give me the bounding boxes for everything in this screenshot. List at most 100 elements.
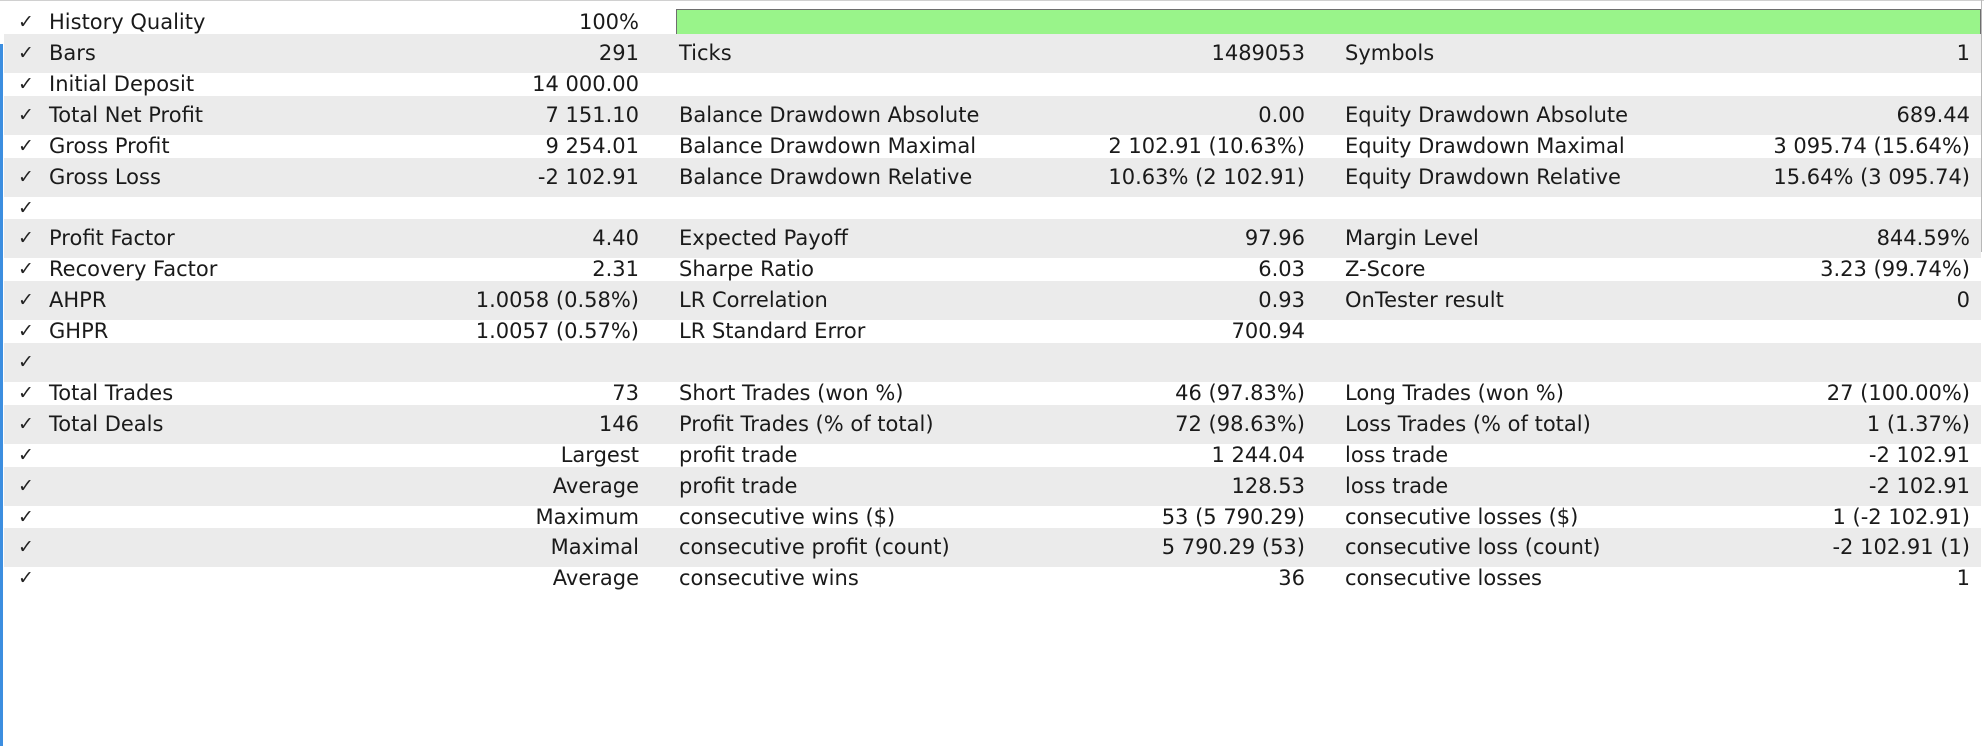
- row-value: 14 000.00: [532, 71, 639, 96]
- row-value: -2 102.91 (1): [1832, 535, 1970, 560]
- row-value: 844.59%: [1876, 226, 1970, 251]
- row-value: 1 244.04: [1211, 442, 1305, 467]
- row-value: 0.00: [1258, 102, 1305, 127]
- row-value: 689.44: [1896, 102, 1970, 127]
- row-value: 1 (-2 102.91): [1832, 504, 1970, 529]
- row-value: 1 (1.37%): [1866, 411, 1970, 436]
- check-icon[interactable]: ✓: [18, 474, 34, 497]
- row-label: LR Standard Error: [679, 319, 866, 344]
- row-value: 1: [1956, 41, 1970, 65]
- check-icon[interactable]: ✓: [18, 42, 34, 64]
- row-label: Symbols: [1345, 41, 1435, 65]
- check-icon[interactable]: ✓: [18, 196, 34, 219]
- row-value: Maximum: [535, 504, 639, 529]
- check-icon[interactable]: ✓: [18, 351, 34, 373]
- row-value: -2 102.91: [537, 164, 639, 189]
- report-row: ✓: [4, 189, 1981, 228]
- row-value: 73: [612, 380, 639, 405]
- row-label: loss trade: [1345, 473, 1449, 498]
- row-value: 9 254.01: [545, 133, 639, 158]
- check-icon[interactable]: ✓: [18, 103, 34, 126]
- row-label: Margin Level: [1345, 226, 1479, 251]
- row-value: Largest: [560, 442, 639, 467]
- row-value: 4.40: [592, 226, 639, 251]
- report-row: ✓ Maximal consecutive profit (count) 5 790.…: [4, 528, 1981, 568]
- row-value: 0.93: [1258, 288, 1305, 313]
- row-value: -2 102.91: [1868, 473, 1970, 498]
- row-value: 700.94: [1231, 319, 1305, 344]
- check-icon[interactable]: ✓: [18, 320, 34, 343]
- check-icon[interactable]: ✓: [18, 258, 34, 281]
- row-value: 3 095.74 (15.64%): [1773, 133, 1970, 158]
- row-value: 1.0058 (0.58%): [475, 288, 639, 313]
- check-icon[interactable]: ✓: [18, 443, 34, 466]
- row-label: Recovery Factor: [49, 257, 218, 282]
- report-row: ✓ Largest profit trade 1 244.04 loss trade -2…: [4, 436, 1981, 475]
- row-value: 0: [1956, 288, 1970, 313]
- check-icon[interactable]: ✓: [18, 134, 34, 157]
- check-icon[interactable]: ✓: [18, 567, 34, 590]
- check-icon[interactable]: ✓: [18, 505, 34, 528]
- row-label: Equity Drawdown Absolute: [1345, 102, 1629, 127]
- row-value: 46 (97.83%): [1175, 380, 1305, 405]
- report-row: ✓ Average profit trade 128.53 loss trade -2 1…: [4, 466, 1981, 506]
- check-icon[interactable]: ✓: [18, 227, 34, 250]
- row-value: Average: [552, 566, 639, 591]
- panel-edge-accent: [0, 44, 3, 746]
- row-value: 5 790.29 (53): [1161, 535, 1305, 560]
- row-label: profit trade: [679, 442, 798, 467]
- report-row: ✓ Recovery Factor 2.31 Sharpe Ratio 6.03 Z-Sc…: [4, 250, 1981, 289]
- check-icon[interactable]: ✓: [18, 11, 34, 33]
- row-value: -2 102.91: [1868, 442, 1970, 467]
- row-label: Profit Factor: [49, 226, 175, 251]
- row-value: 2.31: [592, 257, 639, 282]
- row-value: 7 151.10: [545, 102, 639, 127]
- report-row: ✓: [4, 343, 1981, 382]
- row-label: consecutive loss (count): [1345, 535, 1601, 560]
- row-label: Gross Profit: [49, 133, 170, 158]
- row-label: Ticks: [679, 41, 732, 65]
- row-label: loss trade: [1345, 442, 1449, 467]
- row-value: Maximal: [550, 535, 639, 560]
- row-label: consecutive profit (count): [679, 535, 950, 560]
- top-border: [0, 0, 1984, 1]
- row-value: 72 (98.63%): [1175, 411, 1305, 436]
- report-row: ✓ Bars 291 Ticks 1489053 Symbols 1: [4, 34, 1981, 73]
- row-label: Long Trades (won %): [1345, 380, 1564, 405]
- row-value: 36: [1278, 566, 1305, 591]
- row-label: consecutive losses: [1345, 566, 1542, 591]
- check-icon[interactable]: ✓: [18, 381, 34, 404]
- row-value: 2 102.91 (10.63%): [1108, 133, 1305, 158]
- row-value: 3.23 (99.74%): [1820, 257, 1970, 282]
- history-quality-label: History Quality: [49, 10, 206, 34]
- report-row: ✓ Profit Factor 4.40 Expected Payoff 97.96 Ma…: [4, 219, 1981, 259]
- row-value: 1: [1956, 566, 1970, 591]
- report-row: ✓ Maximum consecutive wins ($) 53 (5 790.29…: [4, 498, 1981, 537]
- row-label: Equity Drawdown Relative: [1345, 164, 1621, 189]
- check-icon[interactable]: ✓: [18, 165, 34, 188]
- report-row: ✓ Gross Loss -2 102.91 Balance Drawdown Rel…: [4, 157, 1981, 197]
- row-label: Total Net Profit: [49, 102, 204, 127]
- row-label: Equity Drawdown Maximal: [1345, 133, 1625, 158]
- row-label: Z-Score: [1345, 257, 1426, 282]
- row-label: Loss Trades (% of total): [1345, 411, 1591, 436]
- row-label: Total Trades: [49, 380, 174, 405]
- check-icon[interactable]: ✓: [18, 536, 34, 559]
- row-label: Gross Loss: [49, 164, 161, 189]
- row-label: consecutive losses ($): [1345, 504, 1579, 529]
- row-value: 53 (5 790.29): [1161, 504, 1305, 529]
- report-row: ✓ Initial Deposit 14 000.00: [4, 65, 1981, 104]
- check-icon[interactable]: ✓: [18, 412, 34, 435]
- check-icon[interactable]: ✓: [18, 72, 34, 95]
- report-row: ✓ Average consecutive wins 36 consecutive lo…: [4, 559, 1981, 598]
- report-row: ✓ Gross Profit 9 254.01 Balance Drawdown Ma…: [4, 127, 1981, 166]
- row-label: Short Trades (won %): [679, 380, 904, 405]
- report-row: ✓ GHPR 1.0057 (0.57%) LR Standard Error 700.…: [4, 312, 1981, 351]
- row-label: OnTester result: [1345, 288, 1504, 313]
- report-row: ✓ Total Deals 146 Profit Trades (% of total…: [4, 404, 1981, 444]
- row-label: LR Correlation: [679, 288, 828, 313]
- scroll-edge: [1981, 0, 1982, 252]
- check-icon[interactable]: ✓: [18, 289, 34, 312]
- row-label: Balance Drawdown Maximal: [679, 133, 977, 158]
